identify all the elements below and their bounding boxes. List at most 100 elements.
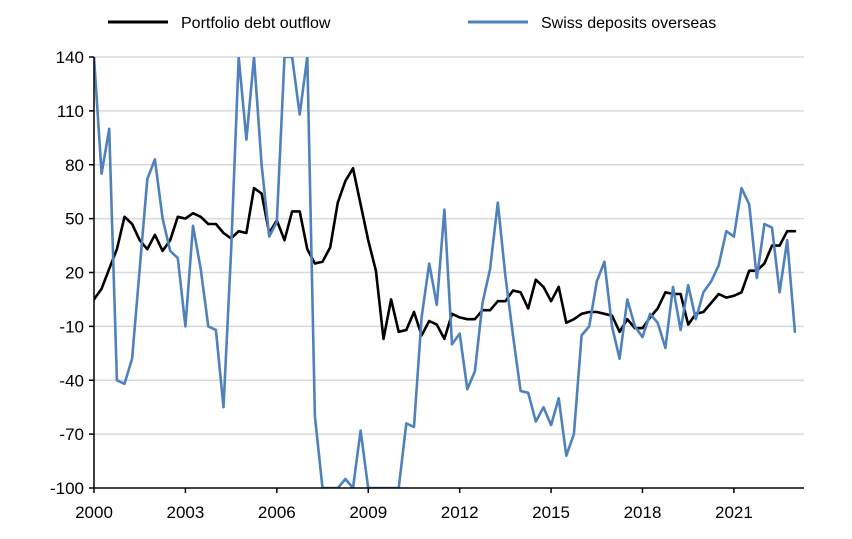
- legend-label-portfolio-debt-outflow: Portfolio debt outflow: [181, 15, 331, 32]
- data-point-portfolio-debt-outflow: [778, 244, 782, 248]
- data-point-portfolio-debt-outflow: [503, 299, 507, 303]
- y-tick-label: 80: [65, 156, 84, 175]
- data-point-portfolio-debt-outflow: [290, 209, 294, 213]
- data-point-swiss-deposits-overseas: [747, 202, 751, 206]
- data-point-swiss-deposits-overseas: [785, 238, 789, 242]
- axes: -100 -70 -40 -10 20 50 80 110 140 2000 2003 2006 200…: [50, 48, 804, 522]
- data-point-portfolio-debt-outflow: [244, 231, 248, 235]
- data-point-portfolio-debt-outflow: [496, 299, 500, 303]
- data-point-portfolio-debt-outflow: [435, 323, 439, 327]
- data-point-swiss-deposits-overseas: [222, 405, 226, 409]
- data-point-swiss-deposits-overseas: [755, 276, 759, 280]
- data-point-portfolio-debt-outflow: [473, 317, 477, 321]
- data-point-swiss-deposits-overseas: [313, 414, 317, 418]
- data-point-portfolio-debt-outflow: [321, 260, 325, 264]
- data-point-portfolio-debt-outflow: [214, 222, 218, 226]
- data-point-portfolio-debt-outflow: [793, 229, 797, 233]
- data-point-swiss-deposits-overseas: [526, 391, 530, 395]
- data-point-portfolio-debt-outflow: [762, 262, 766, 266]
- data-point-swiss-deposits-overseas: [542, 405, 546, 409]
- data-point-portfolio-debt-outflow: [542, 285, 546, 289]
- series-line-portfolio-debt-outflow: [94, 167, 797, 341]
- data-point-swiss-deposits-overseas: [283, 55, 287, 59]
- x-tick-label: 2003: [167, 503, 205, 522]
- data-point-swiss-deposits-overseas: [343, 477, 347, 481]
- data-point-swiss-deposits-overseas: [641, 335, 645, 339]
- y-tick-label: 110: [57, 102, 84, 121]
- data-point-portfolio-debt-outflow: [183, 217, 187, 221]
- data-point-portfolio-debt-outflow: [465, 317, 469, 321]
- data-point-swiss-deposits-overseas: [100, 172, 104, 176]
- data-point-portfolio-debt-outflow: [511, 289, 515, 293]
- data-point-swiss-deposits-overseas: [496, 201, 500, 205]
- data-point-portfolio-debt-outflow: [747, 269, 751, 273]
- data-point-swiss-deposits-overseas: [161, 217, 165, 221]
- y-tick-label: -10: [59, 317, 84, 336]
- data-point-swiss-deposits-overseas: [770, 226, 774, 230]
- data-point-swiss-deposits-overseas: [183, 324, 187, 328]
- data-point-portfolio-debt-outflow: [351, 166, 355, 170]
- y-tick-label: 20: [65, 264, 84, 283]
- data-point-portfolio-debt-outflow: [549, 299, 553, 303]
- data-point-portfolio-debt-outflow: [336, 201, 340, 205]
- data-point-portfolio-debt-outflow: [602, 312, 606, 316]
- data-point-portfolio-debt-outflow: [252, 186, 256, 190]
- data-point-portfolio-debt-outflow: [557, 285, 561, 289]
- data-point-portfolio-debt-outflow: [313, 262, 317, 266]
- data-point-swiss-deposits-overseas: [778, 290, 782, 294]
- series-layer: [94, 55, 797, 488]
- data-point-swiss-deposits-overseas: [602, 260, 606, 264]
- data-point-portfolio-debt-outflow: [161, 249, 165, 253]
- data-point-portfolio-debt-outflow: [115, 247, 119, 251]
- y-tick-label: -40: [59, 371, 84, 390]
- data-point-swiss-deposits-overseas: [633, 324, 637, 328]
- data-point-portfolio-debt-outflow: [237, 229, 241, 233]
- data-point-swiss-deposits-overseas: [717, 263, 721, 267]
- data-point-swiss-deposits-overseas: [740, 186, 744, 190]
- data-point-swiss-deposits-overseas: [435, 303, 439, 307]
- data-point-swiss-deposits-overseas: [199, 267, 203, 271]
- data-point-portfolio-debt-outflow: [130, 222, 134, 226]
- gridlines: [94, 56, 804, 435]
- data-point-portfolio-debt-outflow: [663, 290, 667, 294]
- data-point-portfolio-debt-outflow: [199, 215, 203, 219]
- data-point-swiss-deposits-overseas: [153, 157, 157, 161]
- data-point-portfolio-debt-outflow: [145, 247, 149, 251]
- data-point-swiss-deposits-overseas: [610, 324, 614, 328]
- data-point-swiss-deposits-overseas: [534, 420, 538, 424]
- data-point-portfolio-debt-outflow: [222, 231, 226, 235]
- data-point-swiss-deposits-overseas: [564, 454, 568, 458]
- data-point-swiss-deposits-overseas: [686, 283, 690, 287]
- x-tick-label: 2009: [349, 503, 387, 522]
- data-point-portfolio-debt-outflow: [740, 290, 744, 294]
- data-point-swiss-deposits-overseas: [587, 324, 591, 328]
- data-point-swiss-deposits-overseas: [511, 333, 515, 337]
- data-point-portfolio-debt-outflow: [679, 292, 683, 296]
- data-point-swiss-deposits-overseas: [412, 425, 416, 429]
- data-point-swiss-deposits-overseas: [762, 222, 766, 226]
- data-point-swiss-deposits-overseas: [557, 396, 561, 400]
- data-point-swiss-deposits-overseas: [138, 267, 142, 271]
- data-point-portfolio-debt-outflow: [724, 296, 728, 300]
- data-point-swiss-deposits-overseas: [458, 332, 462, 336]
- data-point-swiss-deposits-overseas: [572, 432, 576, 436]
- data-point-swiss-deposits-overseas: [625, 297, 629, 301]
- data-point-portfolio-debt-outflow: [785, 229, 789, 233]
- data-point-swiss-deposits-overseas: [618, 357, 622, 361]
- y-tick-label: -70: [59, 425, 84, 444]
- data-point-swiss-deposits-overseas: [298, 113, 302, 117]
- data-point-portfolio-debt-outflow: [458, 315, 462, 319]
- data-point-swiss-deposits-overseas: [701, 290, 705, 294]
- data-point-portfolio-debt-outflow: [427, 319, 431, 323]
- data-point-swiss-deposits-overseas: [724, 229, 728, 233]
- data-point-portfolio-debt-outflow: [366, 238, 370, 242]
- data-point-swiss-deposits-overseas: [275, 220, 279, 224]
- data-point-swiss-deposits-overseas: [549, 423, 553, 427]
- data-point-swiss-deposits-overseas: [290, 55, 294, 59]
- data-point-swiss-deposits-overseas: [473, 369, 477, 373]
- data-point-portfolio-debt-outflow: [359, 202, 363, 206]
- x-tick-label: 2000: [75, 503, 113, 522]
- data-point-swiss-deposits-overseas: [656, 321, 660, 325]
- data-point-swiss-deposits-overseas: [214, 328, 218, 332]
